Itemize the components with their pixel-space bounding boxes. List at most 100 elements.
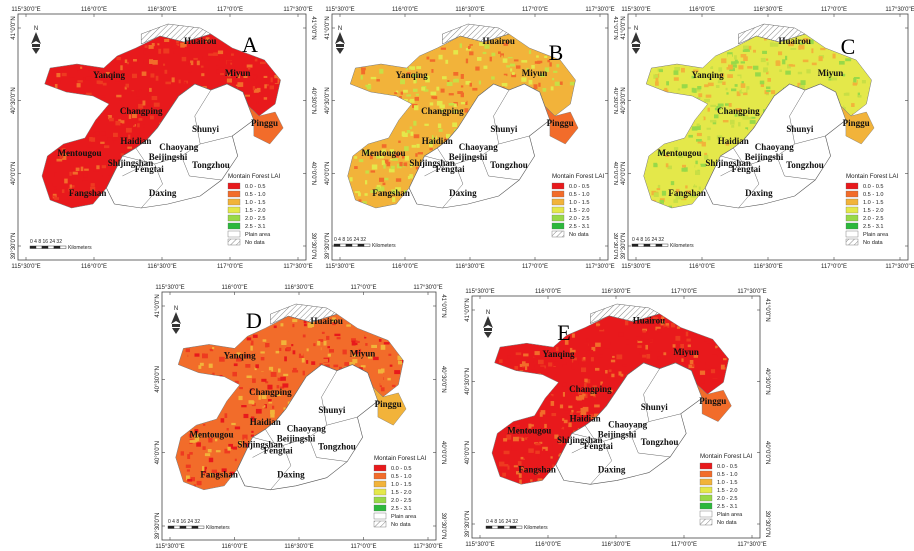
legend-swatch — [227, 182, 241, 190]
legend-title: Montain Forest LAI — [846, 173, 899, 180]
tick-label-right: 40°0'0"N — [612, 162, 618, 185]
tick-label-top: 116°0'0"E — [392, 7, 418, 13]
pinggu-forest — [372, 386, 407, 426]
place-label-shunyi: Shunyi — [192, 124, 220, 134]
tick-label-top: 115°30'0"E — [11, 7, 40, 13]
tick-label-bottom: 117°30'0"E — [885, 264, 914, 270]
place-label-haidian: Haidian — [120, 136, 151, 146]
legend-swatch — [845, 206, 859, 214]
legend-label: 0.5 - 1.0 — [863, 192, 884, 198]
tick-label-top: 116°30'0"E — [601, 289, 630, 295]
map-svg-d: 115°30'0"E 116°0'0"E 116°30'0"E 117°0'0"E 11… — [155, 285, 446, 550]
legend-label: 1.0 - 1.5 — [569, 200, 590, 206]
legend: Montain Forest LAI 0.0 - 0.5 0.5 - 1.0 1.0 … — [373, 455, 427, 528]
place-label-miyun: Miyun — [818, 68, 844, 78]
scale-unit: Kilometers — [206, 525, 230, 531]
district-boundary — [252, 416, 358, 446]
place-label-shijingshan: Shijingshan — [557, 435, 603, 445]
tick-label-bottom: 117°30'0"E — [283, 264, 312, 270]
tick-label-top: 116°30'0"E — [753, 7, 782, 13]
place-label-shijingshan: Shijingshan — [108, 158, 154, 168]
legend-title: Montain Forest LAI — [700, 453, 753, 460]
place-label-changping: Changping — [120, 106, 163, 116]
place-label-yanqing: Yanqing — [692, 70, 725, 80]
tick-label-right: 39°30'0"N — [764, 511, 770, 538]
place-label-mentougou: Mentougou — [362, 148, 406, 158]
tick-label-right: 40°30'0"N — [310, 87, 316, 114]
pinggu-forest — [544, 105, 579, 145]
north-label: N — [338, 26, 342, 32]
tick-label-right: 39°30'0"N — [612, 233, 618, 260]
tick-label-bottom: 117°30'0"E — [585, 264, 614, 270]
tick-label-top: 116°0'0"E — [535, 289, 561, 295]
tick-label-left: 39°30'0"N — [155, 513, 161, 540]
district-boundary — [424, 135, 530, 165]
district-boundary — [571, 413, 681, 442]
place-label-daxing: Daxing — [277, 470, 305, 480]
tick-label-bottom: 117°0'0"E — [351, 544, 377, 550]
district-boundary — [424, 147, 448, 177]
district-boundary — [270, 445, 292, 490]
place-label-tongzhou: Tongzhou — [490, 160, 528, 170]
place-label-beijingshi: Beijingshi — [449, 152, 488, 162]
panel-letter: E — [557, 320, 570, 345]
tick-label-bottom: 116°0'0"E — [689, 264, 715, 270]
legend-label: 2.0 - 2.5 — [391, 498, 412, 504]
place-label-tongzhou: Tongzhou — [192, 160, 230, 170]
tick-label-bottom: 117°0'0"E — [522, 264, 548, 270]
place-label-pinggu: Pinggu — [843, 118, 870, 128]
tick-label-left: 39°30'0"N — [465, 511, 471, 538]
tick-label-right: 41°0'0"N — [912, 16, 914, 39]
place-label-pinggu: Pinggu — [547, 118, 574, 128]
legend-label: 0.0 - 0.5 — [717, 464, 738, 470]
lai-raster — [42, 34, 281, 208]
tick-label-right: 40°0'0"N — [912, 162, 914, 185]
tick-label-right: 40°30'0"N — [440, 366, 446, 393]
legend-label: 1.0 - 1.5 — [717, 480, 738, 486]
legend-label: 2.5 - 3.1 — [717, 504, 738, 510]
place-label-beijingshi: Beijingshi — [277, 433, 316, 443]
place-label-chaoyang: Chaoyang — [608, 419, 648, 429]
tick-label-bottom: 116°30'0"E — [284, 544, 313, 550]
district-boundary — [122, 147, 147, 177]
scale-bar: 0 4 8 16 24 32 Kilometers — [631, 237, 694, 249]
place-label-tongzhou: Tongzhou — [318, 441, 356, 451]
tick-label-left: 39°30'0"N — [11, 233, 17, 260]
tick-label-top: 116°0'0"E — [222, 285, 248, 291]
tick-label-right: 40°0'0"N — [764, 441, 770, 464]
scale-numbers: 0 4 8 16 24 32 — [334, 237, 366, 243]
place-label-changping: Changping — [569, 384, 612, 394]
legend-swatch — [551, 198, 565, 206]
legend-label-plain: Plain area — [717, 512, 743, 518]
legend-swatch — [227, 206, 241, 214]
tick-label-top: 115°30'0"E — [155, 285, 184, 291]
legend-swatch — [227, 198, 241, 206]
legend-label-nodata: No data — [245, 240, 265, 246]
place-label-pinggu: Pinggu — [251, 118, 278, 128]
tick-label-left: 39°30'0"N — [325, 233, 331, 260]
tick-label-left: 40°0'0"N — [465, 441, 471, 464]
tick-label-left: 40°0'0"N — [325, 162, 331, 185]
legend-swatch — [373, 504, 387, 512]
place-label-shijingshan: Shijingshan — [705, 158, 751, 168]
district-boundary — [181, 155, 222, 181]
tick-label-top: 115°30'0"E — [325, 7, 354, 13]
tick-label-bottom: 116°30'0"E — [753, 264, 782, 270]
legend-label: 1.0 - 1.5 — [863, 200, 884, 206]
legend-title: Montain Forest LAI — [374, 455, 427, 462]
legend-swatch — [699, 494, 713, 502]
place-label-fangshan: Fangshan — [200, 470, 238, 480]
tick-label-top: 116°30'0"E — [284, 285, 313, 291]
tick-label-left: 41°0'0"N — [11, 16, 17, 39]
tick-label-top: 117°30'0"E — [283, 7, 312, 13]
district-boundary — [720, 147, 744, 177]
legend-swatch — [699, 502, 713, 510]
legend-swatch — [551, 190, 565, 198]
scale-unit: Kilometers — [670, 243, 694, 249]
place-label-haidian: Haidian — [718, 136, 749, 146]
tick-label-top: 115°30'0"E — [465, 289, 494, 295]
tick-label-top: 117°0'0"E — [351, 285, 377, 291]
place-label-huairou: Huairou — [311, 316, 343, 326]
district-boundary — [720, 135, 826, 165]
tick-label-bottom: 115°30'0"E — [325, 264, 354, 270]
